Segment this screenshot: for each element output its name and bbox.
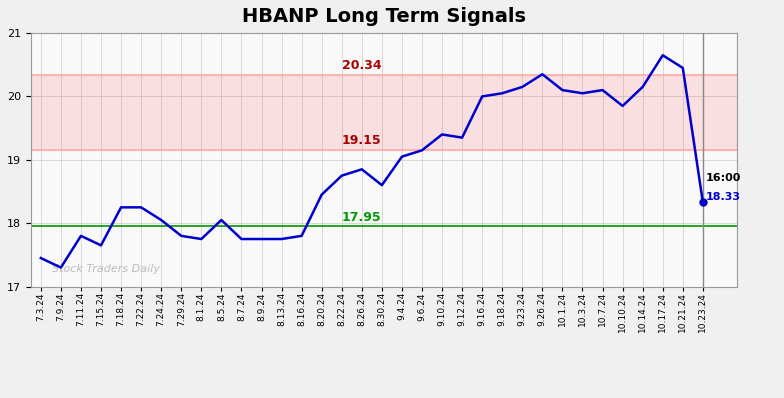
Text: 19.15: 19.15 (342, 134, 381, 147)
Text: 17.95: 17.95 (342, 211, 381, 224)
Title: HBANP Long Term Signals: HBANP Long Term Signals (242, 7, 526, 26)
Text: Stock Traders Daily: Stock Traders Daily (52, 264, 160, 274)
Bar (31, 75, 737, 150)
Text: 18.33: 18.33 (706, 192, 741, 202)
Text: 16:00: 16:00 (706, 173, 741, 183)
Text: 20.34: 20.34 (342, 59, 381, 72)
